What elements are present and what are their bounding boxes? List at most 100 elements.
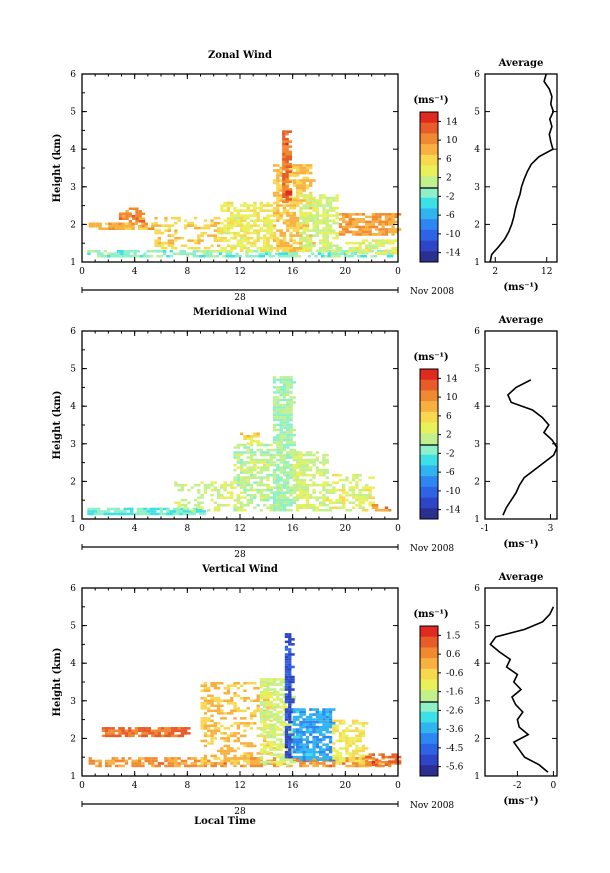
heatmap-cell (315, 743, 319, 746)
heatmap-cell (305, 735, 310, 739)
heatmap-cell (384, 252, 389, 255)
heatmap-cell (358, 749, 366, 753)
heatmap-cell (128, 734, 132, 738)
heatmap-cell (108, 227, 112, 230)
heatmap-cell (223, 764, 227, 768)
heatmap-cell (335, 216, 339, 220)
heatmap-cell (375, 761, 379, 764)
heatmap-cell (322, 456, 326, 459)
heatmap-cell (174, 762, 178, 765)
heatmap-cell (391, 218, 395, 221)
heatmap-cell (220, 236, 227, 240)
colorbar-swatch (420, 401, 438, 413)
heatmap-cell (365, 763, 372, 766)
heatmap-cell (259, 496, 267, 499)
heatmap-cell (332, 249, 336, 252)
heatmap-cell (259, 733, 264, 736)
colorbar-tick-label: -2 (446, 192, 455, 202)
heatmap-cell (282, 461, 290, 464)
heatmap-cell (200, 704, 208, 708)
heatmap-cell (223, 488, 227, 492)
heatmap-cell (236, 478, 240, 482)
heatmap-cell (288, 690, 292, 694)
heatmap-cell (149, 507, 157, 511)
heatmap-cell (315, 713, 319, 716)
heatmap-cell (249, 458, 257, 462)
heatmap-cell (296, 718, 300, 721)
heatmap-cell (263, 723, 270, 726)
colorbar-swatch (420, 251, 438, 263)
heatmap-cell (217, 216, 221, 220)
heatmap-cell (279, 757, 283, 760)
heatmap-cell (207, 483, 214, 487)
heatmap-cell (236, 732, 240, 735)
heatmap-cell (309, 708, 313, 711)
heatmap-cell (136, 510, 140, 513)
heatmap-cell (345, 215, 352, 219)
heatmap-cell (288, 638, 295, 641)
heatmap-cell (289, 386, 293, 389)
heatmap-cell (322, 720, 329, 724)
heatmap-cell (355, 230, 362, 234)
heatmap-cell (378, 252, 385, 255)
heatmap-cell (342, 739, 346, 743)
heatmap-cell (157, 729, 161, 733)
heatmap-cell (375, 220, 379, 224)
heatmap-cell (325, 221, 329, 225)
heatmap-cell (154, 221, 158, 225)
heatmap-cell (288, 725, 292, 729)
heatmap-cell (276, 715, 283, 719)
heatmap-cell (222, 255, 226, 258)
heatmap-cell (269, 728, 277, 731)
heatmap-cell (327, 255, 331, 258)
heatmap-cell (217, 762, 224, 765)
heatmap-cell (282, 506, 287, 509)
heatmap-cell (315, 718, 323, 721)
heatmap-cell (190, 486, 194, 489)
profile-y-tick-label: 6 (474, 584, 480, 594)
heatmap-cell (132, 215, 136, 218)
heatmap-cell (394, 247, 398, 250)
x-tick-label: 8 (184, 524, 190, 534)
colorbar-swatch (420, 668, 438, 680)
heatmap-cell (358, 249, 362, 252)
heatmap-cell (123, 512, 127, 516)
heatmap-cell (342, 220, 349, 224)
heatmap-cell (200, 481, 204, 484)
y-tick-label: 3 (70, 183, 76, 193)
heatmap-cell (288, 698, 295, 701)
heatmap-cell (388, 759, 392, 763)
heatmap-cell (269, 486, 273, 489)
heatmap-cell (309, 762, 313, 765)
heatmap-cell (90, 507, 98, 511)
heatmap-cell (243, 724, 250, 728)
heatmap-cell (286, 214, 293, 217)
heatmap-cell (243, 752, 247, 755)
heatmap-cell (315, 211, 319, 215)
heatmap-cell (226, 504, 231, 507)
heatmap-cell (279, 231, 287, 235)
heatmap-cell (249, 209, 257, 212)
heatmap-cell (192, 512, 196, 516)
heatmap-cell (282, 145, 286, 148)
heatmap-cell (272, 764, 277, 768)
heatmap-cell (381, 241, 385, 245)
heatmap-cell (286, 446, 290, 449)
heatmap-cell (309, 496, 313, 499)
heatmap-cell (365, 225, 369, 229)
heatmap-cell (98, 225, 102, 228)
heatmap-cell (276, 164, 280, 167)
heatmap-cell (272, 408, 277, 412)
heatmap-cell (284, 655, 292, 659)
x-tick-label: 16 (287, 781, 299, 791)
heatmap-cell (332, 506, 339, 509)
heatmap-cell (358, 739, 362, 743)
heatmap-cell (391, 241, 395, 245)
heatmap-cell (226, 216, 234, 220)
heatmap-cell (302, 463, 310, 467)
heatmap-cell (345, 727, 349, 730)
heatmap-cell (279, 433, 283, 437)
heatmap-cell (111, 225, 119, 228)
heatmap-cell (285, 130, 292, 133)
heatmap-cell (309, 199, 313, 202)
